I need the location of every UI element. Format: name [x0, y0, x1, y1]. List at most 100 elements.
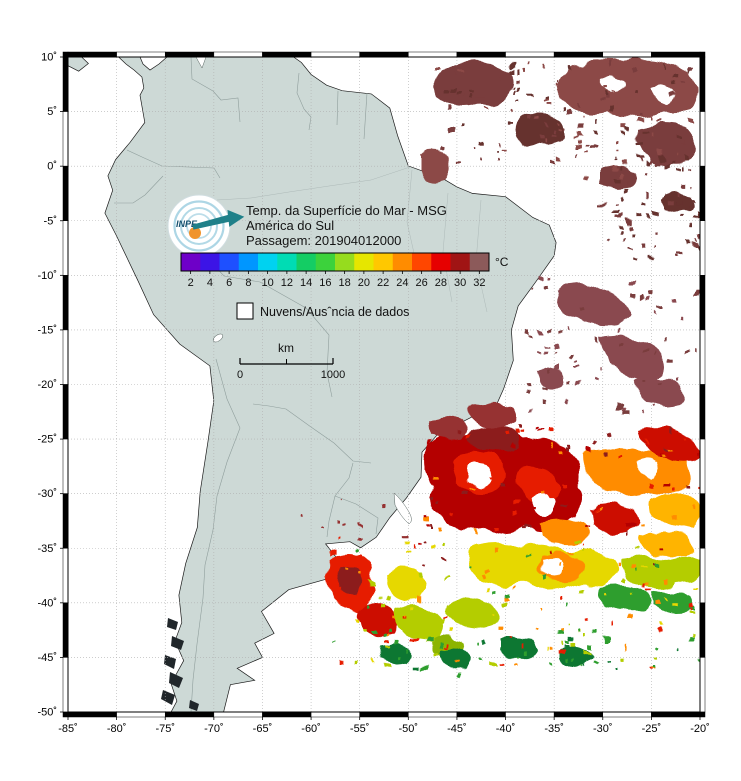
sst-speckle [613, 203, 618, 206]
sst-speckle [515, 638, 518, 643]
colorbar-tick-label: 4 [207, 277, 213, 289]
frame-segment [408, 711, 458, 718]
x-axis-labels: -85˚ -80˚ -75˚ -70˚ -65˚ -60˚ -55˚ -50˚ -45˚ -40˚… [58, 717, 710, 735]
sst-speckle [359, 537, 363, 542]
y-tick-label: -25˚ [37, 434, 57, 446]
sst-speckle [521, 643, 524, 648]
x-tick-label: -65˚ [253, 723, 273, 735]
sst-speckle [581, 665, 584, 668]
colorbar-unit-label: °C [495, 255, 509, 269]
sst-speckle [673, 80, 677, 85]
sst-speckle [619, 363, 623, 366]
y-tick-label: 0˚ [47, 161, 57, 173]
sst-speckle [697, 485, 700, 489]
sst-speckle [690, 222, 694, 226]
sst-speckle [663, 63, 665, 69]
sst-speckle [382, 640, 387, 643]
sst-speckle [587, 651, 591, 655]
graticule [68, 57, 700, 712]
sst-speckle [449, 128, 455, 133]
sst-speckle [687, 240, 690, 244]
sst-speckle [420, 542, 424, 545]
sst-speckle [578, 123, 584, 129]
frame-segment [62, 220, 69, 276]
colorbar-segment [392, 253, 413, 271]
sst-speckle [331, 550, 337, 556]
sst-speckle [639, 156, 642, 161]
sst-speckle [543, 101, 550, 104]
sst-speckle [690, 188, 693, 190]
sst-speckle [655, 645, 659, 648]
colorbar-tick-label: 12 [281, 277, 293, 289]
sst-speckle [617, 216, 623, 219]
sst-speckle [392, 639, 397, 645]
sst-speckle [513, 511, 518, 517]
sst-speckle [564, 125, 567, 129]
colorbar-segment [277, 253, 297, 271]
colorbar-tick-label: 10 [262, 277, 274, 289]
island-patch [171, 636, 184, 650]
logo-orbit-ring [173, 200, 225, 252]
sst-speckle [549, 647, 553, 650]
sst-speckle [631, 67, 636, 71]
sst-speckle [455, 72, 461, 77]
sst-speckle [609, 619, 611, 623]
sst-speckle [526, 553, 532, 556]
frame-segment [699, 657, 706, 713]
sst-speckle [386, 630, 389, 633]
map-subtitle: América do Sul [246, 218, 334, 233]
sst-speckle [613, 91, 617, 94]
sst-speckle [542, 62, 545, 67]
sst-speckle [636, 547, 641, 550]
sst-speckle [560, 85, 566, 91]
sst-speckle [524, 529, 529, 532]
sst-speckle [650, 663, 656, 666]
sst-speckle [630, 344, 636, 347]
sst-speckle [695, 453, 698, 456]
sst-speckle [541, 386, 547, 390]
frame-segment [262, 51, 312, 58]
sst-speckle [383, 644, 389, 647]
sst-speckle [357, 573, 362, 575]
sst-speckle [649, 254, 655, 257]
sst-speckle [690, 613, 696, 616]
sst-speckle [357, 523, 362, 526]
sst-speckle [570, 298, 576, 302]
sst-patch [598, 584, 652, 613]
sst-speckle [492, 660, 497, 664]
sst-speckle [558, 126, 563, 129]
sst-speckle [643, 583, 645, 588]
colorbar-tick-label: 14 [300, 277, 312, 289]
sst-speckle [517, 556, 522, 560]
colorbar-segment [412, 253, 432, 271]
sst-speckle [601, 635, 607, 641]
sst-speckle [549, 161, 555, 165]
sst-speckle [508, 70, 513, 75]
sst-speckle [489, 612, 492, 614]
sst-speckle [595, 119, 598, 124]
sst-speckle [622, 486, 627, 489]
scale-end-label: 1000 [321, 369, 345, 381]
sst-speckle [675, 201, 680, 207]
sst-speckle [586, 650, 589, 653]
sst-speckle [568, 643, 575, 648]
sst-speckle [566, 443, 571, 449]
island-patch [189, 700, 199, 711]
sst-speckle [600, 99, 606, 103]
sst-speckle [560, 629, 564, 632]
frame-segment [310, 51, 360, 58]
colorbar-segment [373, 253, 394, 271]
frame-segment [62, 548, 69, 604]
sst-speckle [372, 629, 377, 633]
frame-segment [62, 657, 69, 713]
sst-speckle [471, 566, 475, 570]
sst-speckle [645, 214, 649, 218]
sst-speckle [673, 299, 679, 304]
sst-speckle [489, 661, 494, 665]
sst-speckle [687, 484, 690, 489]
sst-speckle [573, 142, 580, 148]
sst-speckle [461, 122, 465, 127]
sst-speckle [666, 569, 669, 574]
x-tick-label: -75˚ [155, 723, 175, 735]
